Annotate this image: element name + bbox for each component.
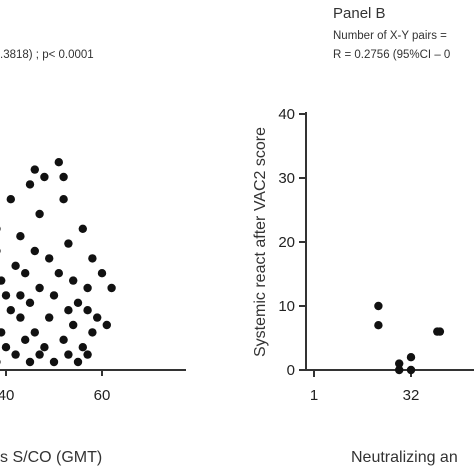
panel-b-y-ticks: 0 10 20 30 40 <box>278 106 306 379</box>
panel-a-data-point <box>45 254 54 263</box>
panel-a-data-point <box>1 343 11 352</box>
panel-a-data-point <box>0 359 1 365</box>
panel-a-data-point <box>59 335 68 344</box>
panel-a-data-point <box>45 313 54 322</box>
panel-a-data-point <box>35 283 44 293</box>
panel-a-data-point <box>83 350 92 359</box>
panel-a-data-point <box>25 357 35 367</box>
panel-a-x-tick-label-60: 60 <box>94 387 111 404</box>
panel-b-x-tick-label-32: 32 <box>403 387 420 404</box>
panel-a-data-point <box>6 195 15 204</box>
panel-a-data-point <box>16 232 25 241</box>
panel-b-annotation-r: R = 0.2756 (95%CI – 0 <box>333 49 450 61</box>
panel-a-data-point <box>83 283 92 293</box>
panel-a-data-point <box>35 350 44 359</box>
panel-b-y-tick-label: 40 <box>278 106 295 123</box>
panel-a-data-point <box>1 291 11 300</box>
panel-a-data-point <box>83 306 92 315</box>
panel-a-data-point <box>69 276 78 285</box>
panel-a-data-point <box>93 313 102 322</box>
panel-b-y-tick-label: 30 <box>278 170 295 187</box>
panel-b-data-point <box>406 353 416 362</box>
panel-a-data-point <box>40 172 49 182</box>
panel-a-data-point <box>107 283 116 293</box>
panel-a-data-point <box>0 226 1 231</box>
panel-a-data-point <box>25 180 35 189</box>
panel-a-x-axis-label: s S/CO (GMT) <box>0 449 102 466</box>
panel-a-data-point <box>54 269 63 278</box>
panel-a-data-point <box>88 254 97 263</box>
panel-a-data-point <box>64 350 73 359</box>
panel-a-data-point <box>11 261 20 270</box>
panel-a-data-point <box>88 328 97 337</box>
panel-b: Panel B Number of X-Y pairs = R = 0.2756… <box>252 5 474 466</box>
panel-a-data-point <box>78 224 88 233</box>
panel-b-x-axis-label: Neutralizing an <box>351 449 458 466</box>
panel-a-data-point <box>59 195 68 204</box>
panel-a-data-point <box>97 269 107 278</box>
panel-a-data-point <box>54 158 63 167</box>
panel-b-y-tick-label: 0 <box>287 362 295 379</box>
panel-a-data-point <box>35 209 44 219</box>
panel-b-annotation-pairs: Number of X-Y pairs = <box>333 30 447 42</box>
panel-a-data-point <box>59 172 68 182</box>
panel-a-data-point <box>21 335 30 344</box>
panel-a-data-point <box>0 328 6 337</box>
panel-b-y-tick-label: 20 <box>278 234 295 251</box>
panel-a-data-point <box>64 239 73 248</box>
panel-a-data-point <box>30 328 39 337</box>
panel-a-data-point <box>16 291 25 300</box>
panel-b-data-point <box>435 327 445 336</box>
panel-a-data-point <box>30 165 39 174</box>
panel-a: .3818) ; p< 0.0001 40 60 s S/CO (GMT) <box>0 49 186 466</box>
panel-a-data-point <box>73 298 83 307</box>
panel-b-x-tick-label-1: 1 <box>310 387 318 404</box>
panel-a-data-point <box>69 320 78 330</box>
panel-a-x-tick-label-40: 40 <box>0 387 14 404</box>
panel-a-data-point <box>0 276 6 285</box>
panel-a-data-point <box>0 248 1 254</box>
panel-b-data-point <box>374 321 383 330</box>
panel-a-data-point <box>40 343 49 352</box>
panel-a-data-point <box>21 269 30 278</box>
panel-a-data-point <box>11 350 20 359</box>
panel-a-data-point <box>78 343 88 352</box>
panel-b-title: Panel B <box>333 5 386 22</box>
panel-b-y-axis-label: Systemic react after VAC2 score <box>252 127 269 357</box>
panel-a-data-point <box>49 291 59 300</box>
panel-b-points <box>374 301 445 375</box>
panel-a-points <box>0 158 116 367</box>
panel-b-data-point <box>395 365 404 375</box>
panel-a-data-point <box>30 246 39 256</box>
panel-a-data-point <box>64 306 73 315</box>
panel-a-stats-annotation: .3818) ; p< 0.0001 <box>0 49 94 61</box>
panel-b-data-point <box>374 301 383 311</box>
panel-b-data-point <box>395 359 404 368</box>
panel-a-data-point <box>49 357 59 367</box>
panel-a-data-point <box>16 313 25 322</box>
panel-b-data-point <box>406 365 416 375</box>
panel-a-data-point <box>6 306 15 315</box>
panel-a-data-point <box>73 357 83 367</box>
panel-a-data-point <box>102 320 112 330</box>
panel-a-data-point <box>25 298 35 307</box>
panel-b-y-tick-label: 10 <box>278 298 295 315</box>
